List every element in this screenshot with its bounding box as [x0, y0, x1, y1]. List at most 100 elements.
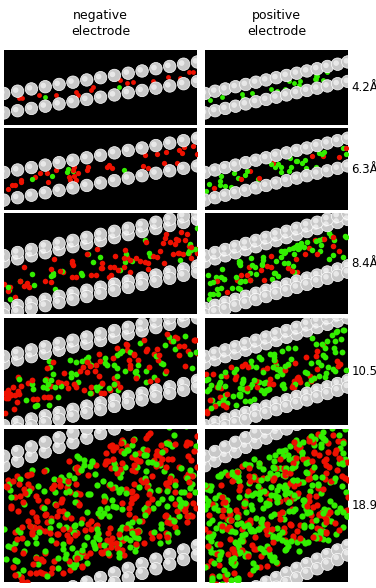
Point [324, 62, 331, 71]
Point [194, 261, 200, 270]
Point [221, 102, 227, 112]
Point [153, 410, 159, 420]
Point [29, 298, 35, 307]
Point [324, 550, 331, 559]
Point [222, 245, 228, 254]
Point [123, 407, 129, 417]
Point [200, 426, 206, 435]
Point [292, 145, 298, 154]
Point [324, 406, 331, 415]
Point [313, 139, 319, 149]
Point [54, 440, 60, 450]
Point [151, 275, 157, 285]
Point [262, 575, 268, 584]
Point [137, 219, 143, 228]
Point [56, 158, 62, 168]
Point [70, 438, 76, 447]
Point [292, 562, 298, 571]
Point [139, 326, 145, 336]
Point [303, 325, 309, 334]
Point [125, 69, 131, 78]
Point [153, 277, 159, 286]
Point [314, 141, 320, 151]
Point [151, 562, 157, 571]
Point [165, 219, 171, 229]
Point [125, 329, 131, 339]
Point [1, 352, 7, 361]
Point [222, 191, 228, 200]
Point [212, 165, 218, 175]
Point [263, 339, 269, 349]
Point [252, 234, 258, 243]
Point [263, 181, 269, 190]
Point [202, 421, 208, 430]
Point [282, 412, 288, 422]
Point [212, 307, 218, 316]
Point [284, 415, 290, 424]
Point [314, 83, 320, 93]
Point [194, 313, 200, 323]
Point [200, 459, 206, 468]
Point [165, 272, 171, 282]
Point [202, 303, 208, 313]
Point [343, 56, 349, 65]
Point [323, 80, 329, 89]
Point [42, 418, 48, 427]
Point [151, 321, 157, 330]
Point [70, 405, 76, 414]
Point [193, 381, 199, 390]
Point [165, 266, 171, 275]
Point [345, 133, 351, 143]
Point [292, 397, 298, 406]
Point [263, 402, 269, 411]
Point [345, 161, 351, 171]
Point [335, 136, 341, 145]
Point [26, 250, 32, 259]
Point [68, 334, 74, 343]
Point [139, 227, 145, 236]
Point [211, 105, 217, 114]
Point [243, 346, 249, 355]
Point [262, 406, 268, 416]
Point [96, 235, 102, 244]
Point [304, 406, 310, 415]
Point [137, 170, 143, 179]
Point [40, 409, 46, 419]
Point [40, 445, 46, 455]
Point [109, 566, 115, 575]
Point [167, 389, 173, 398]
Point [241, 413, 247, 422]
Point [54, 157, 60, 166]
Point [193, 374, 199, 383]
Point [253, 97, 259, 106]
Point [167, 273, 173, 283]
Point [345, 376, 351, 385]
Point [111, 71, 117, 80]
Point [15, 447, 21, 456]
Point [109, 232, 115, 241]
Point [222, 298, 228, 307]
Point [243, 339, 249, 348]
Point [180, 402, 186, 411]
Point [272, 417, 278, 426]
Text: 8.4Å: 8.4Å [352, 258, 376, 270]
Point [335, 316, 341, 326]
Point [42, 301, 48, 310]
Point [304, 415, 310, 425]
Point [13, 164, 19, 173]
Point [0, 256, 5, 265]
Point [179, 308, 185, 318]
Point [294, 420, 300, 429]
Point [323, 557, 329, 567]
Point [167, 550, 173, 559]
Point [304, 66, 310, 76]
Point [324, 81, 331, 91]
Point [324, 313, 331, 322]
Point [272, 72, 278, 81]
Point [211, 192, 217, 201]
Point [252, 154, 258, 163]
Point [29, 304, 35, 313]
Point [313, 562, 319, 571]
Point [165, 557, 171, 567]
Point [304, 319, 310, 329]
